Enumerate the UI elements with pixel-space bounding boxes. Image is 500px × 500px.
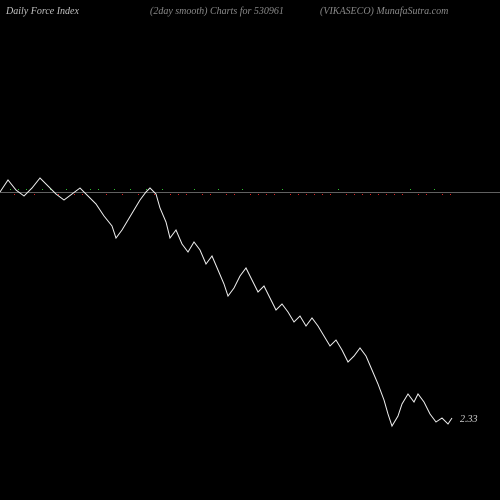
series-polyline: [0, 178, 452, 426]
force-index-line: [0, 20, 500, 480]
header-center-label: (2day smooth) Charts for 530961: [150, 6, 284, 17]
header-right-label: (VIKASECO) MunafaSutra.com: [320, 6, 448, 17]
chart-area: 2.33: [0, 20, 500, 480]
last-value-label: 2.33: [460, 414, 478, 425]
header-left-label: Daily Force Index: [6, 6, 79, 17]
